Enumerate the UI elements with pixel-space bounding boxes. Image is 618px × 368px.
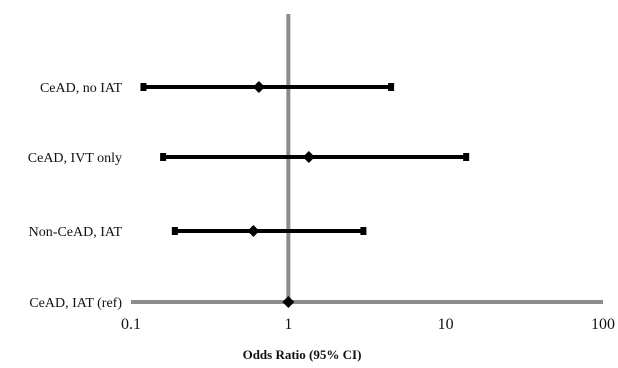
x-tick-label: 100: [591, 316, 615, 333]
odds-ratio-marker: [247, 225, 260, 237]
forest-row: CeAD, no IAT: [40, 81, 395, 96]
odds-ratio-marker: [252, 81, 265, 93]
odds-ratio-marker: [282, 296, 295, 308]
ci-low-cap: [171, 227, 178, 235]
ci-high-cap: [388, 83, 395, 91]
row-label: Non-CeAD, IAT: [29, 225, 123, 240]
forest-row: CeAD, IAT (ref): [29, 296, 295, 311]
row-label: CeAD, IAT (ref): [29, 296, 122, 311]
ci-high-cap: [463, 153, 470, 161]
forest-row: Non-CeAD, IAT: [29, 225, 367, 240]
row-label: CeAD, no IAT: [40, 81, 122, 96]
x-tick-label: 1: [284, 316, 292, 333]
ci-high-cap: [360, 227, 367, 235]
forest-row: CeAD, IVT only: [28, 151, 470, 166]
x-tick-label: 10: [438, 316, 454, 333]
ci-low-cap: [140, 83, 147, 91]
odds-ratio-marker: [302, 151, 315, 163]
ci-low-cap: [160, 153, 167, 161]
row-label: CeAD, IVT only: [28, 151, 122, 166]
x-tick-labels: 0.1 1 10 100: [121, 316, 615, 333]
x-axis-label: Odds Ratio (95% CI): [243, 347, 362, 362]
x-tick-label: 0.1: [121, 316, 141, 333]
forest-rows: CeAD, no IAT CeAD, IVT only Non-CeAD, IAT C…: [28, 81, 470, 311]
